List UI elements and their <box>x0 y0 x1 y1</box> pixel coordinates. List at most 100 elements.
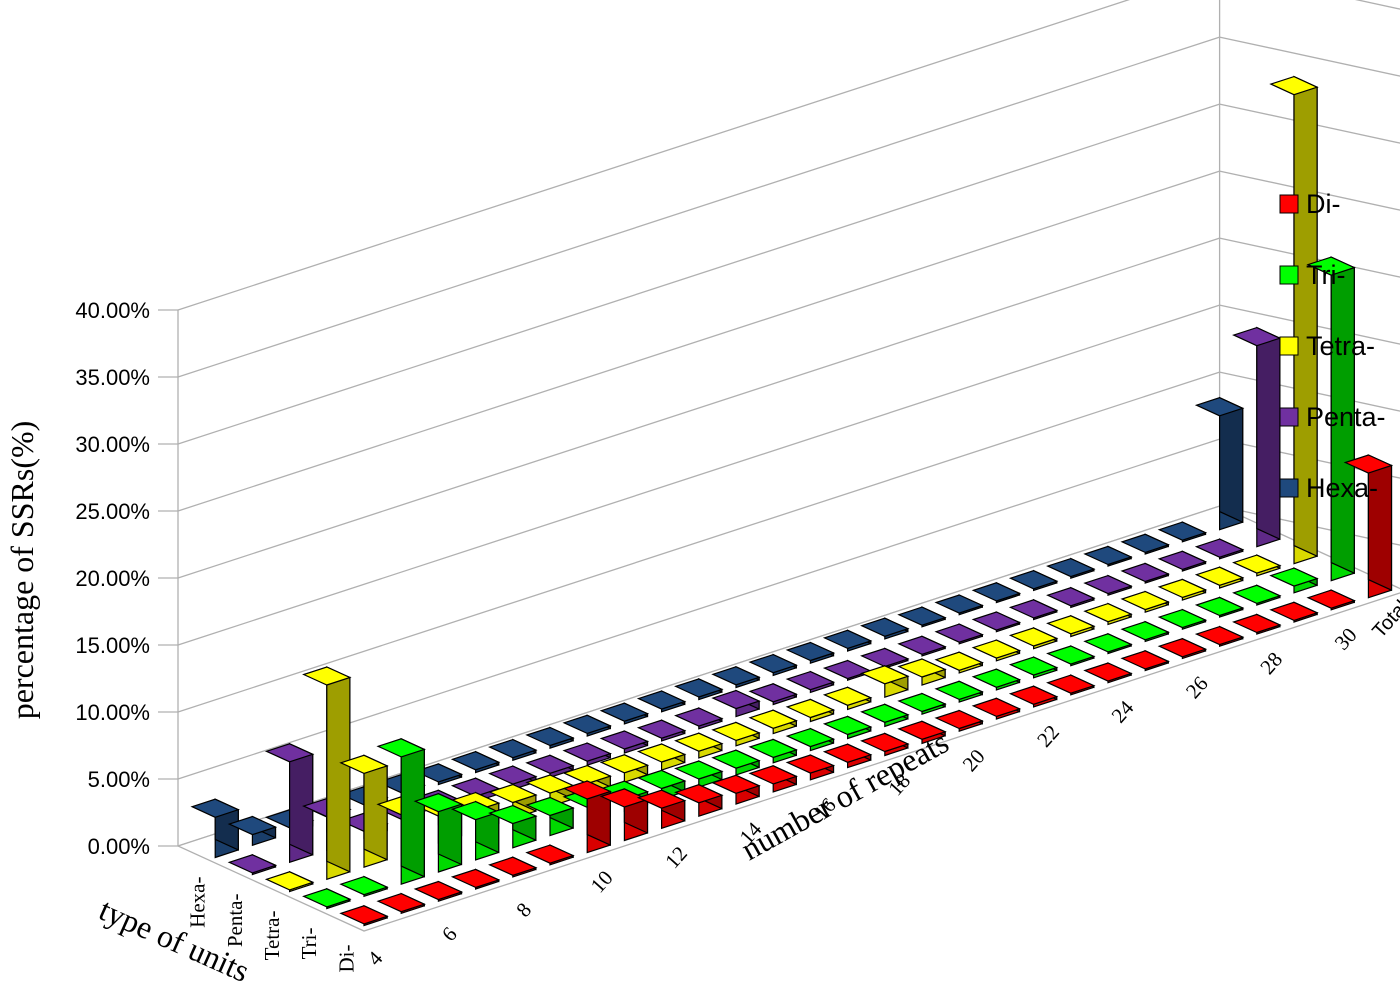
x-tick-label: 12 <box>660 841 692 873</box>
bar-tri-4 <box>302 887 352 910</box>
bar-di-9 <box>525 844 575 866</box>
bar-penta-22 <box>897 635 947 657</box>
y-tick-label: 40.00% <box>75 298 150 323</box>
series-axis-label: Tetra- <box>260 910 284 960</box>
chart-bars <box>190 75 1394 927</box>
bar-penta-15 <box>636 719 687 742</box>
bar-tri-30 <box>1269 567 1319 594</box>
y-tick-label: 35.00% <box>75 365 150 390</box>
bar-penta-16 <box>674 707 724 730</box>
bar-tetra-14 <box>636 743 687 771</box>
legend-swatch <box>1279 407 1299 427</box>
gridline-right-7 <box>1219 36 1400 77</box>
bar-hexa-21 <box>822 629 873 652</box>
series-axis-label: Penta- <box>223 894 247 948</box>
bar-penta-23 <box>934 623 984 645</box>
y-axis-title: percentage of SSRs(%) <box>4 421 40 720</box>
x-tick-label: 22 <box>1032 720 1064 752</box>
bar-hexa-28 <box>1083 545 1133 567</box>
bar-di-26 <box>1157 637 1208 660</box>
bar-di-21 <box>971 697 1022 720</box>
legend-label: Tri- <box>1306 260 1345 290</box>
x-tick-label: 4 <box>362 946 387 970</box>
bar-di-23 <box>1046 674 1096 696</box>
bar-hexa-20 <box>785 641 836 665</box>
bar-tri-23 <box>1008 656 1059 679</box>
bar-tetra-12 <box>562 764 612 796</box>
gridline-back-4 <box>177 237 1220 579</box>
y-tick-label: 10.00% <box>75 700 150 725</box>
x-tick-label: 30 <box>1330 623 1362 655</box>
bar-tri-25 <box>1083 632 1133 655</box>
gridline-back-8 <box>177 0 1131 311</box>
bar-penta-19 <box>785 670 836 694</box>
bar-hexa-18 <box>711 665 761 689</box>
legend-swatch <box>1279 194 1299 214</box>
bar-tetra-24 <box>1008 626 1059 650</box>
bar-hexa-24 <box>934 594 984 616</box>
bar-tri-16 <box>748 738 798 764</box>
bar-tri-29 <box>1232 584 1282 606</box>
bar-penta-17 <box>711 689 761 718</box>
bar-di-4 <box>339 904 389 927</box>
series-axis-labels: Hexa- Penta- Tetra- Tri- Di- <box>186 877 359 973</box>
bar-tri-8 <box>450 800 501 861</box>
gridline-back-7 <box>177 36 1220 378</box>
legend-label: Penta- <box>1306 402 1386 432</box>
bar-tetra-29 <box>1194 566 1245 589</box>
bar-di-6 <box>413 880 464 903</box>
bar-tri-21 <box>934 680 984 703</box>
bar-penta-11 <box>488 765 538 791</box>
bar-di-28 <box>1232 613 1282 635</box>
bar-penta-24 <box>971 611 1022 633</box>
bar-tri-5 <box>339 875 389 898</box>
bar-tri-6 <box>376 737 426 886</box>
bar-hexa-12 <box>488 738 538 762</box>
y-tick-label: 20.00% <box>75 566 150 591</box>
bar-penta-26 <box>1046 586 1096 609</box>
bar-tri-20 <box>897 692 947 716</box>
bar-di-8 <box>488 856 538 878</box>
bar-hexa-4 <box>190 798 240 859</box>
bar-penta-14 <box>599 730 650 754</box>
bar-tetra-18 <box>785 698 836 723</box>
bar-tetra-19 <box>822 686 873 711</box>
gridline-back-5 <box>177 170 1220 512</box>
gridline-back-2 <box>177 371 1220 713</box>
bar-tri-13 <box>636 769 687 801</box>
bar-di-22 <box>1008 685 1059 708</box>
bar-hexa-16 <box>636 690 687 713</box>
bar-di-7 <box>450 868 501 890</box>
bar-penta-18 <box>748 682 798 706</box>
bar-penta-5 <box>264 742 315 864</box>
bar-hexa-29 <box>1120 533 1170 555</box>
bar-tri-total <box>1306 256 1356 582</box>
bar-di-14 <box>711 774 761 805</box>
bar-tetra-30 <box>1232 554 1282 577</box>
bar-di-12 <box>636 789 687 830</box>
legend-label: Hexa- <box>1306 473 1378 503</box>
bar-tri-27 <box>1157 608 1208 631</box>
bar-tri-15 <box>711 749 761 776</box>
bar-di-18 <box>860 732 910 757</box>
legend-label: Tetra- <box>1306 331 1375 361</box>
gridline-back-1 <box>177 438 1220 780</box>
bar-tetra-20 <box>860 664 910 699</box>
x-tick-label: Total <box>1368 596 1400 642</box>
series-axis-label: Tri- <box>297 928 321 960</box>
bar-hexa-14 <box>562 714 612 737</box>
y-tick-label: 25.00% <box>75 499 150 524</box>
bar-penta-28 <box>1120 562 1170 584</box>
bar-di-13 <box>674 783 724 818</box>
bar-di-total <box>1343 454 1394 599</box>
x-tick-label: 26 <box>1181 671 1213 703</box>
bar-hexa-26 <box>1008 569 1059 592</box>
bar-di-19 <box>897 720 947 745</box>
bar-penta-29 <box>1157 550 1208 572</box>
x-tick-label: 28 <box>1255 647 1287 679</box>
legend-label: Di- <box>1306 189 1341 219</box>
bar-tri-7 <box>413 792 464 873</box>
x-tick-label: 24 <box>1106 695 1138 727</box>
bar-tetra-13 <box>599 753 650 784</box>
bar-di-15 <box>748 764 798 793</box>
